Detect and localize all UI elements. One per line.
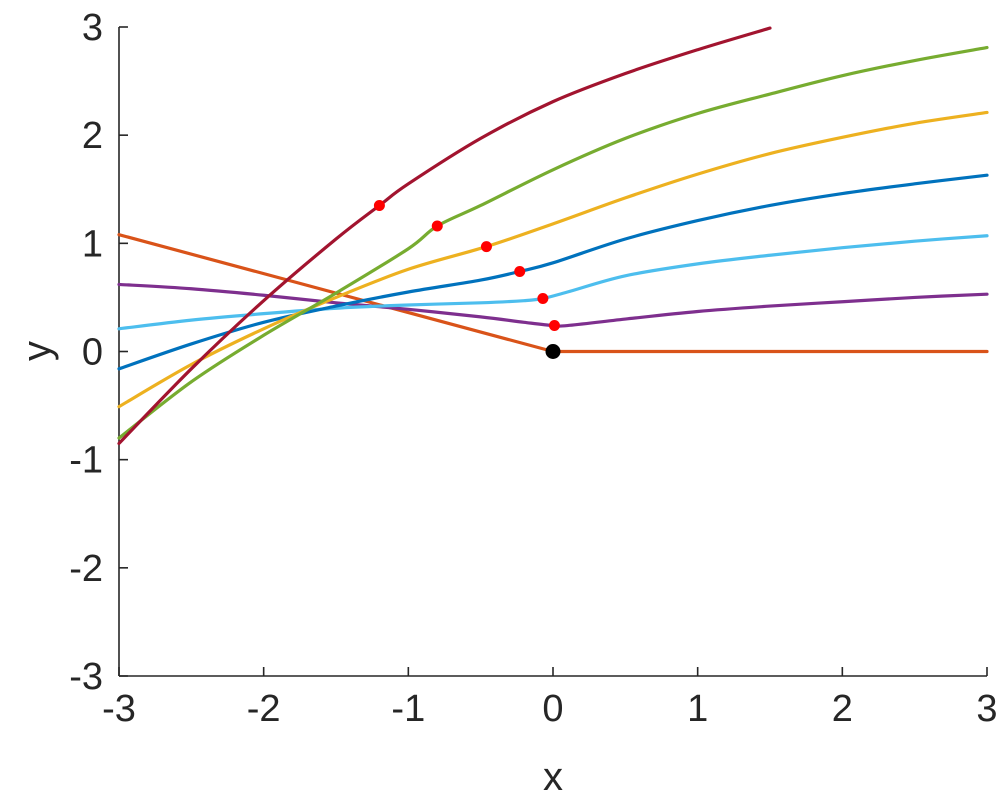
red-point-2 [431, 220, 443, 232]
y-tick-label: 2 [82, 115, 103, 157]
axes: -3 -2 -1 0 1 2 3 -3 -2 -1 0 1 2 3 [69, 7, 997, 730]
y-tick-label: 3 [82, 7, 103, 49]
series-line-4 [117, 173, 989, 371]
red-point-6 [548, 320, 560, 332]
red-point-5 [537, 292, 549, 304]
y-tick-label: -1 [69, 440, 103, 482]
black-point [545, 344, 561, 359]
marker-layer [373, 199, 561, 359]
y-tick-label: -3 [69, 656, 103, 698]
x-tick-label: -3 [102, 688, 136, 730]
y-tick-label: 1 [82, 223, 103, 265]
x-tick-label: 0 [542, 688, 563, 730]
series-line-5 [117, 110, 989, 409]
x-axis-label: x [543, 755, 563, 799]
red-point-1 [373, 199, 385, 211]
series-line-6 [117, 45, 989, 440]
y-tick-label: 0 [82, 332, 103, 374]
series-line-1 [117, 233, 989, 354]
y-tick-label: -2 [69, 548, 103, 590]
x-tick-label: 2 [832, 688, 853, 730]
x-tick-label: -1 [391, 688, 425, 730]
x-tick-label: 3 [976, 688, 997, 730]
x-tick-label: 1 [687, 688, 708, 730]
series-layer [117, 26, 989, 446]
x-tick-label: -2 [247, 688, 281, 730]
series-line-7 [117, 26, 772, 446]
y-axis-label: y [15, 341, 59, 361]
series-line-2 [117, 282, 989, 328]
red-point-4 [514, 265, 526, 277]
red-point-3 [480, 241, 492, 253]
